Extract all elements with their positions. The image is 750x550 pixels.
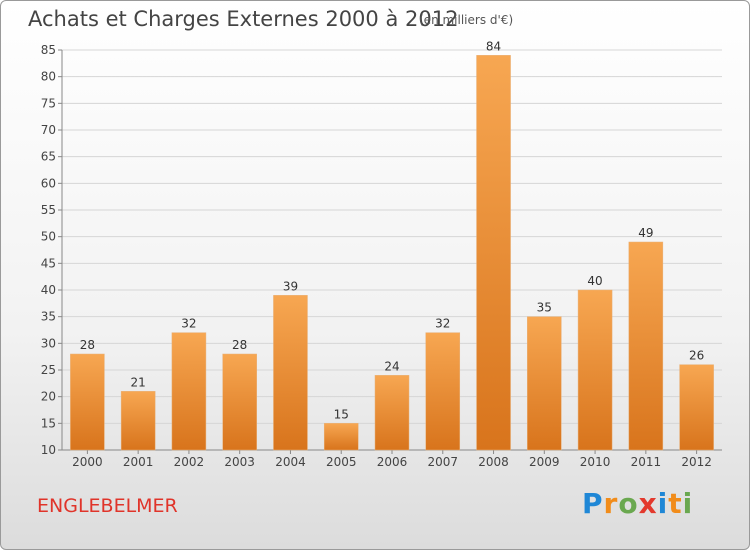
x-tick-label: 2009 xyxy=(529,455,560,469)
x-tick-label: 2005 xyxy=(326,455,357,469)
x-tick-label: 2001 xyxy=(123,455,154,469)
bar xyxy=(70,353,105,451)
logo-letter: o xyxy=(618,487,639,520)
y-tick-label: 55 xyxy=(41,203,56,217)
y-tick-label: 10 xyxy=(41,443,56,457)
data-label: 32 xyxy=(181,317,196,331)
labels: 28 2000 21 2001 32 2002 28 2003 39 2004 15 2005 24 20… xyxy=(72,39,712,469)
chart-unit: (en milliers d'€) xyxy=(419,13,514,27)
data-label: 40 xyxy=(587,274,602,288)
data-label: 84 xyxy=(486,39,501,53)
y-tick-label: 15 xyxy=(41,416,56,430)
bar xyxy=(425,332,461,451)
y-tick-label: 40 xyxy=(41,283,56,297)
data-label: 32 xyxy=(435,317,450,331)
proxiti-logo: Proxiti xyxy=(582,487,693,520)
logo-letter: r xyxy=(603,487,619,520)
data-label: 49 xyxy=(638,226,653,240)
x-tick-label: 2003 xyxy=(224,455,255,469)
y-tick-label: 50 xyxy=(41,230,56,244)
data-label: 28 xyxy=(80,338,95,352)
logo-letter: i xyxy=(682,487,694,520)
data-label: 28 xyxy=(232,338,247,352)
data-label: 39 xyxy=(283,279,298,293)
logo-letter: P xyxy=(582,487,604,520)
y-tick-label: 85 xyxy=(41,43,56,57)
x-tick-label: 2012 xyxy=(681,455,712,469)
y-tick-label: 80 xyxy=(41,70,56,84)
chart-title: Achats et Charges Externes 2000 à 2012 xyxy=(28,7,459,31)
data-label: 26 xyxy=(689,349,704,363)
bar xyxy=(171,332,207,451)
bar xyxy=(273,295,308,451)
y-tick-label: 20 xyxy=(41,390,56,404)
bar xyxy=(222,353,257,451)
data-label: 35 xyxy=(537,301,552,315)
y-tick-label: 70 xyxy=(41,123,56,137)
y-tick-label: 35 xyxy=(41,310,56,324)
data-label: 15 xyxy=(334,407,349,421)
x-tick-label: 2007 xyxy=(427,455,458,469)
bar xyxy=(323,423,359,451)
x-tick-label: 2008 xyxy=(478,455,509,469)
y-tick-label: 65 xyxy=(41,150,56,164)
logo-letter: x xyxy=(638,487,658,520)
data-label: 24 xyxy=(384,359,399,373)
bar xyxy=(527,316,562,451)
x-tick-label: 2006 xyxy=(377,455,408,469)
logo-letter: t xyxy=(668,487,683,520)
bars xyxy=(70,55,714,451)
y-tick-label: 60 xyxy=(41,176,56,190)
bar xyxy=(628,241,664,451)
x-tick-label: 2000 xyxy=(72,455,103,469)
bar xyxy=(120,391,156,451)
x-tick-label: 2011 xyxy=(631,455,662,469)
x-tick-label: 2002 xyxy=(174,455,205,469)
data-label: 21 xyxy=(131,375,146,389)
bar xyxy=(577,289,613,451)
y-tick-label: 75 xyxy=(41,96,56,110)
bar xyxy=(374,375,410,451)
y-tick-label: 30 xyxy=(41,336,56,350)
logo-letter: i xyxy=(657,487,669,520)
commune-name: ENGLEBELMER xyxy=(37,495,178,517)
bar xyxy=(476,55,511,451)
x-tick-label: 2010 xyxy=(580,455,611,469)
y-tick-label: 25 xyxy=(41,363,56,377)
x-tick-label: 2004 xyxy=(275,455,306,469)
y-tick-label: 45 xyxy=(41,256,56,270)
bar xyxy=(679,364,714,451)
